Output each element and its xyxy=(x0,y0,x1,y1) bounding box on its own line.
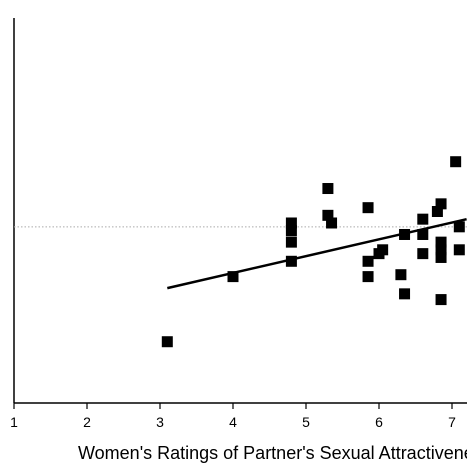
data-point xyxy=(322,183,334,195)
data-point xyxy=(435,244,447,256)
data-point xyxy=(417,248,429,260)
data-point xyxy=(417,213,429,225)
data-point xyxy=(326,217,338,229)
data-point xyxy=(453,244,465,256)
data-point xyxy=(417,228,429,240)
data-point xyxy=(435,236,447,248)
data-point xyxy=(285,217,297,229)
x-tick-label: 6 xyxy=(375,414,383,430)
data-points xyxy=(161,156,465,348)
x-tick-label: 1 xyxy=(10,414,18,430)
x-tick-label: 2 xyxy=(83,414,91,430)
data-point xyxy=(435,294,447,306)
data-point xyxy=(435,251,447,263)
data-point xyxy=(285,236,297,248)
data-point xyxy=(362,255,374,267)
data-point xyxy=(362,271,374,283)
data-point xyxy=(395,269,407,281)
x-tick-label: 3 xyxy=(156,414,164,430)
data-point xyxy=(435,198,447,210)
data-point xyxy=(285,255,297,267)
data-point xyxy=(161,336,173,348)
data-point xyxy=(377,244,389,256)
x-axis-title: Women's Ratings of Partner's Sexual Attr… xyxy=(78,443,467,463)
data-point xyxy=(453,221,465,233)
x-axis-ticks: 1 2 3 4 5 6 7 xyxy=(10,403,456,430)
data-point xyxy=(450,156,462,168)
data-point xyxy=(227,271,239,283)
data-point xyxy=(322,209,334,221)
data-point xyxy=(431,206,443,217)
data-point xyxy=(285,225,297,237)
data-point xyxy=(362,202,374,214)
x-tick-label: 7 xyxy=(448,414,456,430)
x-tick-label: 5 xyxy=(302,414,310,430)
regression-line xyxy=(167,217,467,290)
data-point xyxy=(399,288,411,300)
x-tick-label: 4 xyxy=(229,414,237,430)
